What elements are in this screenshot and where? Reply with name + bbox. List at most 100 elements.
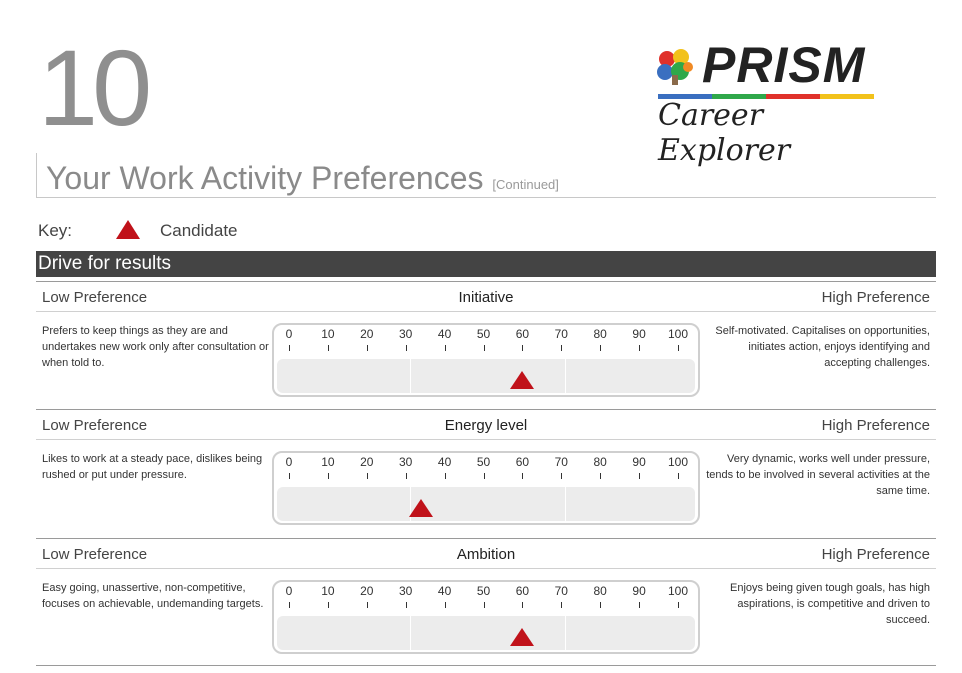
- logo-subtitle: Career Explorer: [658, 98, 791, 168]
- tick-mark: [639, 602, 641, 608]
- tick-label: 80: [593, 455, 607, 469]
- tick-label: 100: [667, 584, 689, 598]
- tick-mark: [289, 473, 290, 479]
- high-preference-label: High Preference: [821, 417, 930, 434]
- tick-mark: [289, 602, 290, 608]
- tick-mark: [522, 473, 524, 479]
- key-label: Key:: [38, 221, 73, 240]
- high-preference-description: Very dynamic, works well under pressure,…: [706, 453, 930, 497]
- tick-label: 80: [593, 584, 607, 598]
- tick-label: 20: [360, 584, 374, 598]
- tick-mark: [678, 345, 679, 351]
- tick-label: 30: [399, 327, 413, 341]
- scale-divider: [409, 616, 411, 650]
- logo-color-stripe: [658, 94, 874, 99]
- tick-label: 70: [554, 327, 568, 341]
- scale-divider: [409, 359, 411, 393]
- tick-mark: [405, 345, 407, 351]
- tick-mark: [444, 602, 446, 608]
- tick-mark: [600, 473, 602, 479]
- tick-label: 10: [321, 455, 335, 469]
- low-preference-description: Likes to work at a steady pace, dislikes…: [42, 453, 263, 481]
- tick-label: 50: [476, 455, 491, 469]
- tick-label: 60: [515, 584, 530, 598]
- tick-mark: [561, 345, 563, 351]
- prism-logo: PRISM Career Explorer: [652, 37, 878, 168]
- tick-mark: [483, 602, 485, 608]
- tick-mark: [366, 345, 368, 351]
- section-title: Drive for results: [38, 253, 172, 274]
- high-preference-label: High Preference: [821, 289, 930, 306]
- tick-label: 70: [554, 584, 568, 598]
- scale-row: Low Preference Energy level High Prefere…: [36, 409, 936, 537]
- row-header-rule: [36, 568, 936, 569]
- low-preference-description: Easy going, unassertive, non-competitive…: [42, 582, 264, 610]
- page-number: 10: [38, 27, 152, 148]
- tick-label: 70: [554, 455, 568, 469]
- tick-label: 0: [285, 327, 293, 341]
- tick-mark: [639, 473, 641, 479]
- high-preference-description: Self-motivated. Capitalises on opportuni…: [715, 325, 930, 369]
- high-preference-description: Enjoys being given tough goals, has high…: [730, 582, 930, 626]
- candidate-marker-icon: [409, 499, 434, 517]
- tick-label: 90: [632, 327, 646, 341]
- row-header-rule: [36, 439, 936, 440]
- tick-mark: [405, 473, 407, 479]
- page-title-suffix: [Continued]: [492, 177, 559, 192]
- tick-label: 30: [399, 584, 413, 598]
- bottom-rule: [36, 665, 936, 666]
- high-preference-label: High Preference: [821, 546, 930, 563]
- tick-mark: [444, 345, 446, 351]
- tick-mark: [678, 473, 679, 479]
- tick-mark: [366, 473, 368, 479]
- tick-label: 80: [593, 327, 607, 341]
- tick-mark: [327, 602, 329, 608]
- title-left-rule: [36, 153, 37, 197]
- row-top-rule: [36, 281, 936, 282]
- tick-mark: [600, 345, 602, 351]
- tick-label: 20: [360, 455, 374, 469]
- low-preference-label: Low Preference: [42, 546, 148, 563]
- logo-wordmark: PRISM: [702, 37, 866, 93]
- scale-track: [277, 359, 695, 393]
- scale-divider: [565, 487, 567, 521]
- brain-icon: [657, 49, 693, 85]
- tick-mark: [483, 473, 485, 479]
- tick-mark: [639, 345, 641, 351]
- tick-mark: [327, 473, 329, 479]
- tick-label: 40: [437, 327, 452, 341]
- tick-label: 40: [437, 584, 452, 598]
- score-scale: 0 10 20 30 40 50 60 70 80 90 100: [272, 451, 700, 525]
- scale-row: Low Preference Ambition High Preference …: [36, 538, 936, 666]
- section-header: Drive for results: [36, 251, 936, 277]
- tick-mark: [561, 602, 563, 608]
- key-candidate-label: Candidate: [160, 221, 238, 240]
- trait-name: Initiative: [458, 289, 514, 306]
- row-top-rule: [36, 538, 936, 539]
- row-top-rule: [36, 409, 936, 410]
- page-title-main: Your Work Activity Preferences: [46, 160, 484, 196]
- candidate-marker-icon: [510, 371, 535, 389]
- tick-label: 50: [476, 584, 491, 598]
- tick-mark: [444, 473, 446, 479]
- tick-mark: [366, 602, 368, 608]
- candidate-marker-icon: [510, 628, 535, 646]
- tick-label: 20: [360, 327, 374, 341]
- scale-divider: [565, 616, 567, 650]
- tick-label: 0: [285, 584, 293, 598]
- tick-label: 10: [321, 327, 335, 341]
- trait-name: Energy level: [444, 417, 528, 434]
- low-preference-label: Low Preference: [42, 289, 148, 306]
- tick-mark: [522, 602, 524, 608]
- scale-row: Low Preference Initiative High Preferenc…: [36, 281, 936, 409]
- scale-track: [277, 616, 695, 650]
- tick-label: 0: [285, 455, 293, 469]
- scale-divider: [565, 359, 567, 393]
- tick-label: 100: [667, 327, 689, 341]
- tick-label: 100: [667, 455, 689, 469]
- low-preference-label: Low Preference: [42, 417, 148, 434]
- tick-mark: [600, 602, 602, 608]
- tick-label: 10: [321, 584, 335, 598]
- stripe-yellow: [820, 94, 874, 99]
- tick-mark: [483, 345, 485, 351]
